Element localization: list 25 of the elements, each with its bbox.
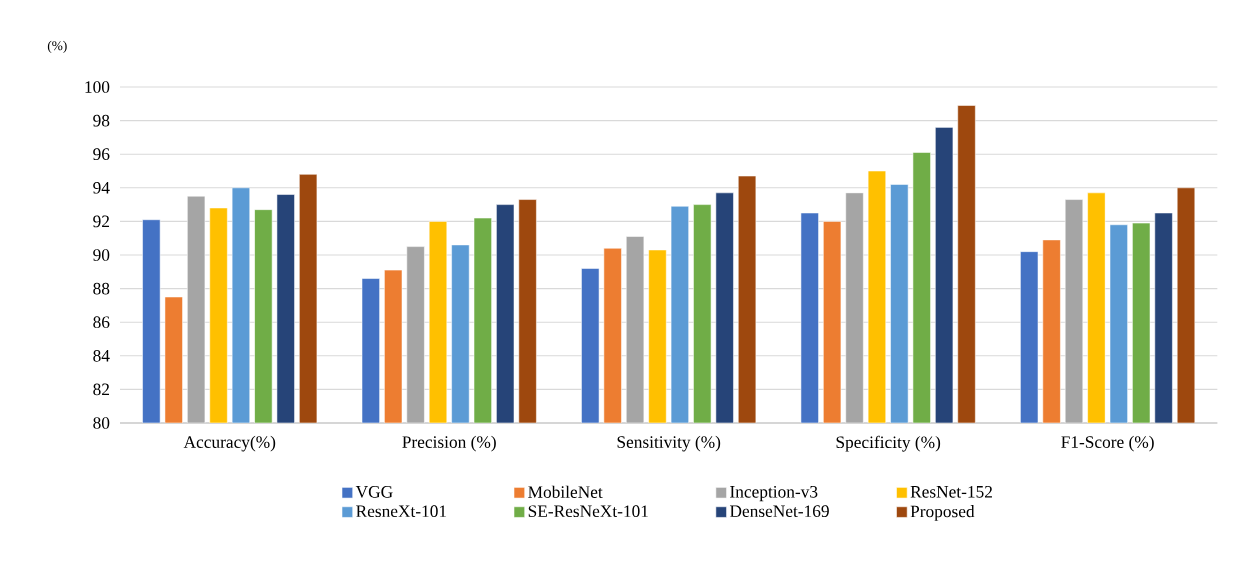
y-axis-title: (%) bbox=[47, 40, 67, 53]
y-tick-label: 80 bbox=[93, 417, 110, 429]
y-tick-label: 82 bbox=[93, 383, 110, 396]
y-tick-label: 98 bbox=[93, 114, 110, 127]
x-tick-label: Specificity (%) bbox=[836, 435, 941, 452]
legend-label: Inception-v3 bbox=[730, 485, 818, 502]
legend-label: DenseNet-169 bbox=[729, 505, 829, 517]
y-tick-label: 100 bbox=[85, 81, 110, 93]
y-tick-label: 96 bbox=[93, 148, 110, 161]
x-tick-label: Precision (%) bbox=[402, 435, 496, 452]
y-tick-label: 86 bbox=[93, 316, 110, 329]
x-tick-label: Accuracy(%) bbox=[183, 435, 276, 452]
legend-label: ResNet-152 bbox=[910, 485, 992, 498]
legend-label: SE-ResNeXt-101 bbox=[528, 505, 648, 518]
x-tick-label: F1-Score (%) bbox=[1061, 435, 1154, 452]
y-tick-label: 94 bbox=[93, 181, 110, 194]
y-tick-label: 88 bbox=[93, 282, 110, 295]
legend-label: Proposed bbox=[910, 505, 975, 521]
y-tick-label: 84 bbox=[93, 349, 110, 362]
y-tick-label: 90 bbox=[93, 249, 110, 261]
legend-label: ResneXt-101 bbox=[356, 505, 447, 518]
legend-label: MobileNet bbox=[528, 485, 603, 498]
y-tick-label: 92 bbox=[93, 215, 110, 228]
legend-label: VGG bbox=[355, 485, 393, 498]
x-tick-label: Sensitivity (%) bbox=[617, 435, 721, 452]
